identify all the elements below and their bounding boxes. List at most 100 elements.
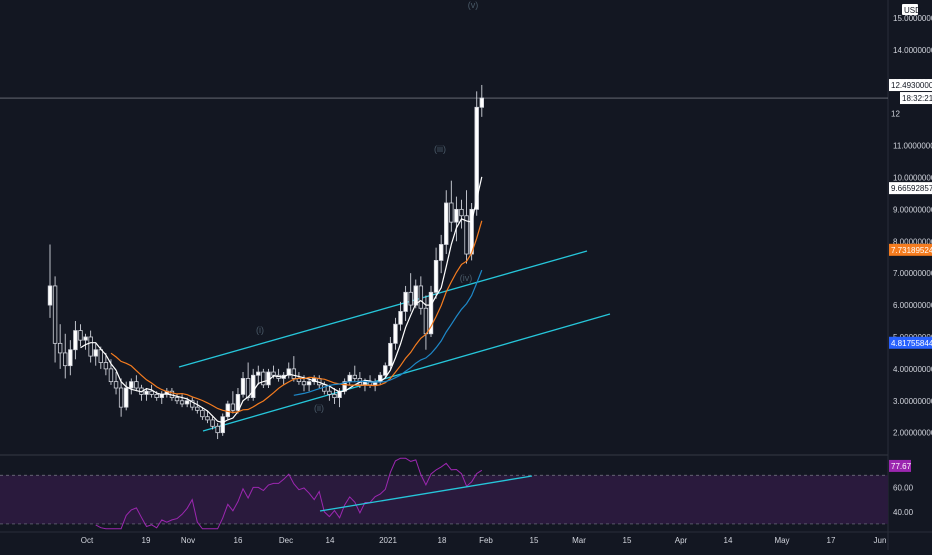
rsi-line bbox=[95, 457, 483, 530]
candle bbox=[444, 190, 449, 255]
candle bbox=[190, 397, 195, 411]
time-axis-label: 18 bbox=[438, 536, 447, 545]
candle-body bbox=[250, 374, 256, 398]
candle-body bbox=[68, 349, 73, 367]
candle bbox=[418, 276, 424, 315]
candle-body bbox=[52, 285, 58, 344]
trend-channel[interactable] bbox=[178, 250, 611, 432]
candle-body bbox=[78, 330, 83, 341]
candle bbox=[240, 372, 246, 398]
price-tick-label: 14.00000000 bbox=[893, 46, 932, 55]
candle-body bbox=[179, 400, 185, 405]
candle-body bbox=[215, 425, 220, 434]
candle-body bbox=[444, 202, 449, 245]
candle-body bbox=[301, 381, 307, 386]
candle bbox=[93, 343, 98, 366]
wave-label-v: (v) bbox=[468, 0, 479, 10]
candle bbox=[342, 378, 347, 395]
candle bbox=[63, 333, 68, 379]
candle-body bbox=[459, 208, 464, 217]
candle-body bbox=[449, 202, 454, 223]
candle bbox=[134, 375, 139, 392]
candle-body bbox=[47, 285, 53, 306]
candle-body bbox=[200, 409, 205, 418]
ma-fast-line bbox=[80, 176, 483, 424]
rsi-tick-label: 60.00 bbox=[893, 483, 914, 492]
candle bbox=[68, 340, 73, 376]
candle-body bbox=[195, 406, 200, 411]
time-axis-label: Dec bbox=[279, 536, 293, 545]
price-tick-label: 7.00000000 bbox=[893, 269, 932, 278]
candle bbox=[179, 394, 185, 408]
candle-body bbox=[306, 381, 312, 386]
candle-body bbox=[438, 244, 444, 261]
candle-body bbox=[256, 371, 261, 376]
candle-body bbox=[103, 362, 109, 370]
candle bbox=[474, 91, 479, 216]
channel-lower-line bbox=[202, 313, 611, 432]
candle bbox=[464, 190, 469, 264]
time-axis-label: 14 bbox=[724, 536, 733, 545]
candle bbox=[78, 324, 83, 347]
countdown-tag: 18:32:21 bbox=[902, 94, 932, 103]
candle bbox=[73, 321, 78, 360]
candle-body bbox=[352, 374, 357, 379]
candle bbox=[428, 285, 434, 337]
ma-fast-tag-bg bbox=[889, 182, 932, 195]
time-axis-label: Mar bbox=[572, 536, 586, 545]
candle-body bbox=[93, 349, 98, 357]
candle bbox=[403, 285, 408, 322]
candle-body bbox=[418, 285, 424, 309]
candle bbox=[352, 365, 357, 382]
candle-body bbox=[154, 393, 159, 398]
candle-body bbox=[149, 390, 154, 395]
candle-body bbox=[327, 390, 332, 395]
candle-body bbox=[393, 323, 398, 344]
time-axis-label: Apr bbox=[675, 536, 688, 545]
candle bbox=[210, 416, 215, 430]
candle-body bbox=[403, 291, 408, 312]
candle-body bbox=[108, 368, 114, 383]
candle bbox=[149, 384, 154, 398]
candle-body bbox=[225, 403, 230, 418]
candle-body bbox=[174, 397, 180, 402]
candle-body bbox=[240, 378, 246, 395]
countdown-tag-bg bbox=[900, 92, 932, 105]
ma-fast-tag: 9.66592857 bbox=[891, 184, 932, 193]
candle bbox=[408, 273, 413, 312]
candle bbox=[83, 333, 88, 350]
candle bbox=[103, 352, 109, 376]
candle-body bbox=[73, 330, 78, 351]
candle-body bbox=[271, 371, 276, 376]
candle bbox=[200, 407, 205, 420]
rsi-panel[interactable] bbox=[0, 457, 888, 530]
candle bbox=[398, 301, 403, 331]
candle-body bbox=[129, 381, 134, 389]
time-axis[interactable]: Oct 19 Nov 16 Dec 14 2021 18 Feb 15 Mar 15 Apr 14 May 1… bbox=[81, 536, 887, 545]
wave-labels: (v) (iii) (iv) (i) (ii) bbox=[256, 0, 478, 413]
time-axis-label: May bbox=[774, 536, 789, 545]
ma-slow-tag-bg bbox=[889, 336, 932, 349]
candle bbox=[139, 384, 144, 401]
candle bbox=[433, 247, 439, 299]
candle-body bbox=[144, 390, 149, 395]
time-axis-label: 16 bbox=[234, 536, 243, 545]
price-axis[interactable]: 15.0000000014.0000000013.0000000011.0000… bbox=[891, 4, 932, 438]
candle bbox=[47, 244, 53, 318]
candle bbox=[88, 330, 93, 363]
time-axis-label: 19 bbox=[142, 536, 151, 545]
candle-body bbox=[184, 400, 190, 405]
candle bbox=[230, 391, 236, 414]
candle bbox=[276, 368, 281, 382]
candle bbox=[225, 400, 230, 420]
time-axis-label: Oct bbox=[81, 536, 94, 545]
ma-mid-tag-bg bbox=[889, 243, 932, 256]
wave-label-iii: (iii) bbox=[434, 144, 446, 154]
candle-body bbox=[413, 285, 418, 306]
ma-mid-line bbox=[110, 220, 483, 414]
time-axis-label: 15 bbox=[530, 536, 539, 545]
candle-body bbox=[286, 368, 291, 376]
